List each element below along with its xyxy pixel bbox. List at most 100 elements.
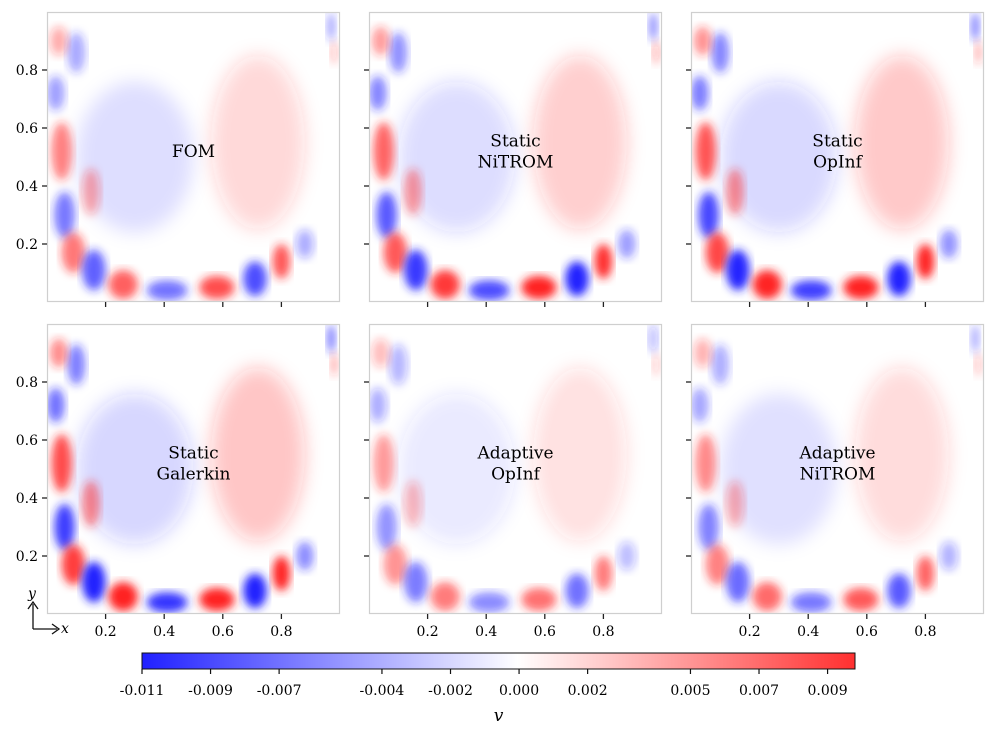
field-blob [243, 261, 267, 297]
field-blob [82, 480, 100, 527]
field-blob [371, 338, 390, 368]
panel-label: NiTROM [478, 153, 554, 173]
field-blob [54, 503, 75, 551]
field-blob [691, 75, 709, 111]
x-tick-label: 0.4 [475, 624, 497, 640]
colorbar-tick-label: -0.002 [428, 683, 473, 699]
field-blob [67, 32, 86, 73]
field-blob [199, 275, 235, 300]
x-tick-label: 0.8 [592, 624, 614, 640]
field-blob [711, 344, 730, 385]
field-blob [108, 270, 138, 300]
field-blob [389, 32, 408, 73]
x-tick-label: 0.6 [534, 624, 556, 640]
field-blob [371, 26, 390, 56]
panel-label: Static [490, 132, 540, 152]
y-tick-label: 0.4 [16, 491, 38, 507]
field-blob [726, 168, 744, 215]
x-tick-label: 0.6 [856, 624, 878, 640]
field-blob [726, 480, 744, 527]
panel-frame [690, 323, 985, 615]
field-blob [970, 324, 980, 353]
field-blob [533, 367, 627, 542]
field-blob [940, 229, 958, 259]
field-blob [974, 353, 982, 377]
colorbar-tick-label: 0.005 [670, 683, 710, 699]
x-indicator-label: x [61, 621, 69, 637]
x-tick-label: 0.4 [797, 624, 819, 640]
field-blob [940, 541, 958, 571]
y-arrowhead [27, 600, 39, 610]
field-blob [211, 367, 305, 542]
field [691, 324, 982, 613]
panel-frame [46, 11, 341, 303]
field-blob [790, 280, 832, 301]
field-blob [404, 168, 422, 215]
colorbar-tick-label: 0.000 [499, 683, 539, 699]
panel-label: NiTROM [800, 465, 876, 485]
panel-label: Static [168, 444, 218, 464]
field-blob [330, 353, 338, 377]
field-blob [373, 434, 394, 493]
field-blob [61, 544, 86, 585]
panel-label: Adaptive [798, 444, 875, 464]
y-tick-label: 0.2 [16, 549, 38, 565]
field-blob [705, 544, 730, 585]
field-blob [752, 582, 782, 612]
field-blob [376, 503, 397, 551]
colorbar-tick-label: -0.004 [360, 683, 405, 699]
field-blob [49, 338, 68, 368]
field-blob [398, 393, 516, 545]
field-blob [326, 324, 336, 353]
field-blob [698, 503, 719, 551]
field-blob [272, 244, 291, 279]
axis-indicator: yx [27, 586, 69, 637]
field-blob [652, 353, 660, 377]
field [369, 12, 660, 301]
y-tick-label: 0.8 [16, 375, 38, 391]
field-blob [376, 191, 397, 239]
panel-label: Static [812, 132, 862, 152]
colorbar-tick-label: -0.011 [120, 683, 165, 699]
panel-frame [368, 11, 663, 303]
field-blob [51, 122, 72, 181]
x-tick-label: 0.2 [738, 624, 760, 640]
x-tick-label: 0.8 [270, 624, 292, 640]
x-tick-label: 0.2 [94, 624, 116, 640]
x-tick-label: 0.2 [416, 624, 438, 640]
field-blob [373, 122, 394, 181]
panel-0: FOM 0.2 0.4 0.6 0.8 [16, 11, 341, 307]
field-blob [468, 592, 510, 613]
field-blob [565, 573, 589, 609]
field-blob [720, 81, 838, 233]
y-tick-label: 0.4 [16, 179, 38, 195]
field-blob [430, 270, 460, 300]
field-blob [887, 261, 911, 297]
field-blob [369, 387, 387, 423]
field [47, 324, 338, 613]
field-blob [51, 434, 72, 493]
x-tick-label: 0.6 [212, 624, 234, 640]
panel-label: OpInf [813, 153, 863, 173]
field-blob [146, 280, 188, 301]
x-tick-label: 0.8 [914, 624, 936, 640]
field-blob [468, 280, 510, 301]
field-blob [720, 393, 838, 545]
field-blob [82, 249, 106, 291]
field-blob [843, 587, 879, 612]
field-blob [521, 275, 557, 300]
field-blob [383, 232, 408, 273]
field-blob [594, 556, 613, 591]
field-blob [383, 544, 408, 585]
y-tick-label: 0.8 [16, 63, 38, 79]
field-blob [272, 556, 291, 591]
field [691, 12, 982, 301]
field-blob [693, 26, 712, 56]
field-blob [855, 55, 949, 230]
colorbar-gradient [141, 652, 856, 670]
field-blob [887, 573, 911, 609]
field-blob [648, 324, 658, 353]
field-blob [369, 75, 387, 111]
panel-label: FOM [172, 142, 215, 162]
